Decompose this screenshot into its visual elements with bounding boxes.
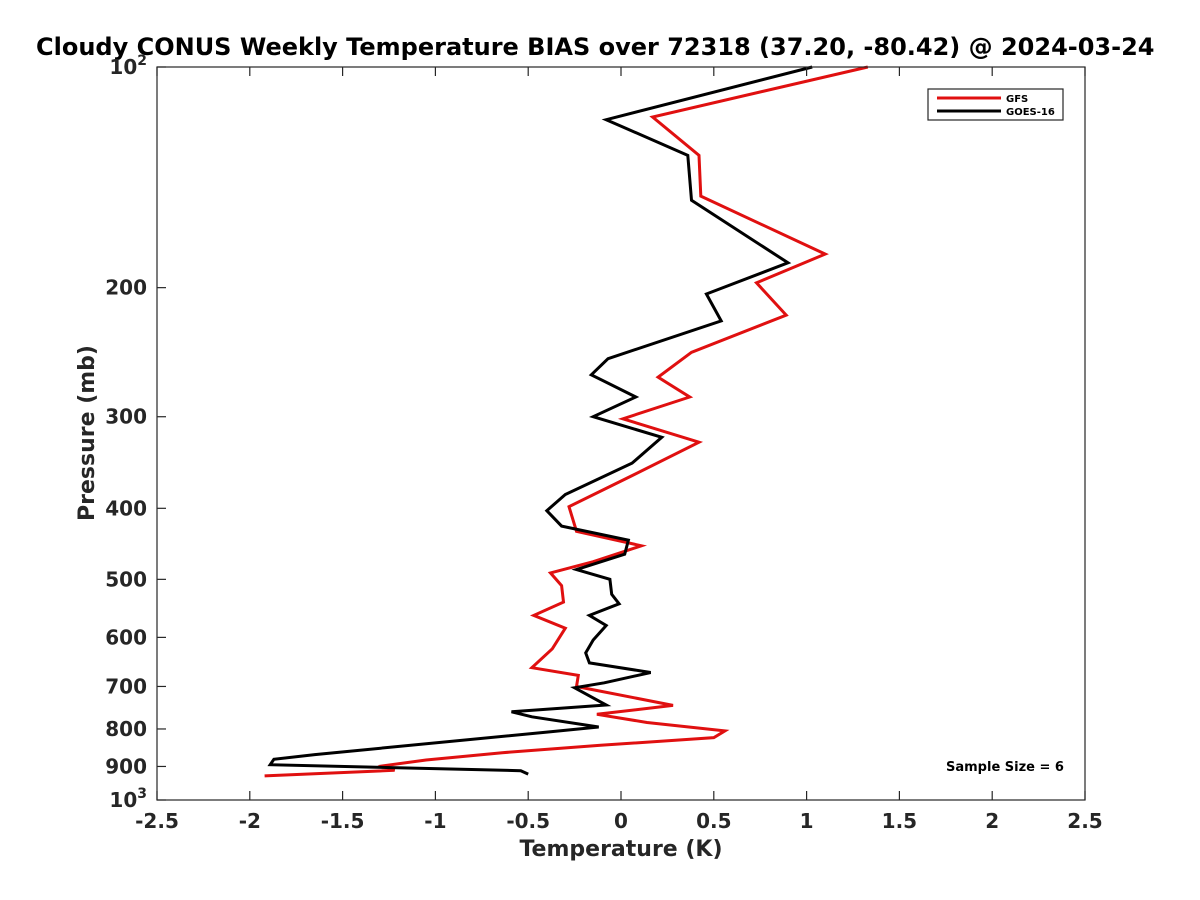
y-tick-label: 300 <box>105 405 147 429</box>
x-tick-label: 2 <box>985 809 999 833</box>
legend: GFS GOES-16 <box>927 88 1064 121</box>
x-tick-label: -0.5 <box>506 809 550 833</box>
legend-box <box>927 88 1064 121</box>
chart-title: Cloudy CONUS Weekly Temperature BIAS ove… <box>36 33 1154 61</box>
y-axis-label: Pressure (mb) <box>75 345 100 521</box>
y-tick-label: 400 <box>105 496 147 520</box>
sample-size-annotation: Sample Size = 6 <box>946 760 1064 775</box>
x-axis: -2.5 -2 -1.5 -1 -0.5 0 0.5 1 1.5 2 2.5 <box>135 67 1103 833</box>
x-tick-label: 1 <box>800 809 814 833</box>
y-tick-label: 200 <box>105 276 147 300</box>
x-tick-label: -2 <box>239 809 261 833</box>
x-axis-label: Temperature (K) <box>519 837 722 862</box>
y-tick-label: 600 <box>105 625 147 649</box>
series-lines <box>264 65 869 778</box>
x-tick-label: 0.5 <box>696 809 731 833</box>
legend-label: GFS <box>1006 94 1028 105</box>
x-tick-label: 1.5 <box>882 809 917 833</box>
y-tick-label: 102 <box>109 53 147 79</box>
y-tick-label: 500 <box>105 567 147 591</box>
x-tick-label: -1 <box>424 809 446 833</box>
legend-label: GOES-16 <box>1006 107 1055 118</box>
x-tick-label: -2.5 <box>135 809 179 833</box>
y-tick-label: 700 <box>105 674 147 698</box>
y-tick-label: 900 <box>105 754 147 778</box>
x-tick-label: -1.5 <box>321 809 365 833</box>
x-tick-label: 0 <box>614 809 628 833</box>
series-line-gfs <box>264 65 869 778</box>
x-tick-label: 2.5 <box>1067 809 1102 833</box>
series-line-goes-16 <box>267 65 813 776</box>
axes-box <box>156 66 1086 801</box>
y-tick-label: 800 <box>105 717 147 741</box>
